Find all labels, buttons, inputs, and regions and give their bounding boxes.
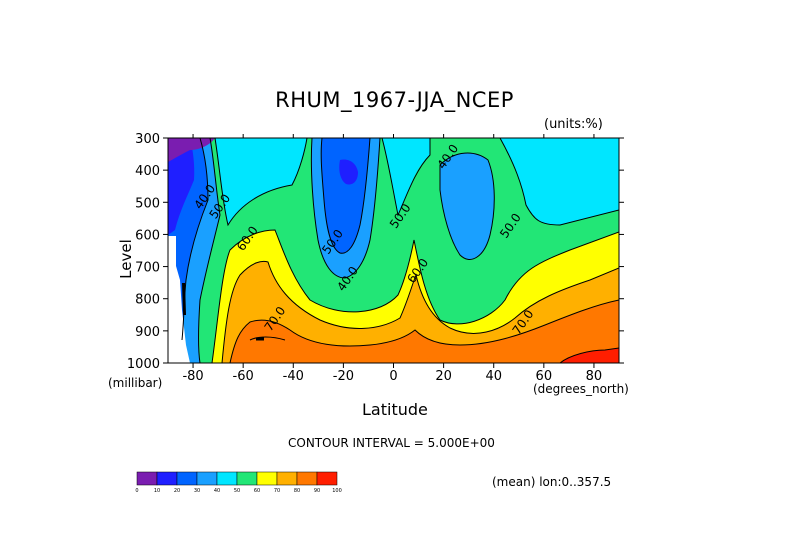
y-tick-label: 900 [135, 325, 160, 340]
contour-60 [211, 229, 619, 363]
colorbar-tick-label: 0 [135, 488, 138, 494]
y-tick-label: 500 [135, 196, 160, 211]
band-90-100 [560, 348, 619, 363]
band-20-30-mid [321, 138, 370, 254]
contour-70 [221, 260, 619, 363]
x-tick-label: 80 [586, 369, 603, 384]
x-tick-label: 20 [435, 369, 452, 384]
units-note: (units:%) [544, 117, 603, 132]
colorbar-swatch [156, 471, 178, 486]
contour-30-mid [320, 138, 371, 254]
colorbar-tick-label: 100 [332, 488, 342, 494]
mean-longitude-note: (mean) lon:0..357.5 [492, 475, 612, 489]
colorbar-tick-label: 80 [294, 488, 300, 494]
colorbar-swatch [216, 471, 238, 486]
band-80-90 [230, 300, 619, 363]
colorbar-tick-label: 30 [194, 488, 200, 494]
contour-50-south [214, 138, 308, 227]
band-10-20-south [168, 138, 195, 235]
x-tick-label: 40 [485, 369, 502, 384]
colorbar-tick-label: 60 [254, 488, 260, 494]
x-axis-label: Latitude [362, 400, 428, 419]
band-10-20-mid [339, 159, 358, 185]
contour-40-north [439, 152, 495, 260]
contour-40-south [198, 138, 221, 363]
contour-50-north [499, 138, 619, 226]
x-tick-label: 60 [536, 369, 553, 384]
colorbar-swatch [136, 471, 158, 486]
band-0-10 [168, 138, 215, 162]
contour-fill-layer [168, 138, 619, 363]
colorbar-tick-label: 20 [174, 488, 180, 494]
colorbar-swatch [276, 471, 298, 486]
colorbar-tick-label: 50 [234, 488, 240, 494]
colorbar-swatch [236, 471, 258, 486]
contour-90-south [249, 336, 286, 341]
colorbar-tick-label: 40 [214, 488, 220, 494]
colorbar-swatch [196, 471, 218, 486]
colorbar-swatch [176, 471, 198, 486]
colorbar-tick-label: 90 [314, 488, 320, 494]
x-tick-label: -20 [333, 369, 354, 384]
y-axis-unit: (millibar) [108, 376, 163, 390]
y-tick-label: 700 [135, 261, 160, 276]
contour-interval-note: CONTOUR INTERVAL = 5.000E+00 [288, 436, 495, 450]
x-tick-label: -40 [283, 369, 304, 384]
x-tick-label: -80 [182, 369, 203, 384]
colorbar: 0 10 20 30 40 50 60 70 80 90 100 [135, 471, 342, 494]
missing-data-wedge [168, 236, 190, 363]
y-tick-label: 800 [135, 293, 160, 308]
y-tick-label: 1000 [127, 357, 160, 372]
colorbar-tick-label: 70 [274, 488, 280, 494]
colorbar-swatch [256, 471, 278, 486]
colorbar-swatch [316, 471, 338, 486]
axes-layer: -80 -60 -40 -20 0 20 40 60 80 300 400 500 600 700 800 9… [127, 132, 624, 384]
y-tick-label: 300 [135, 132, 160, 147]
y-tick-label: 600 [135, 228, 160, 243]
x-axis-unit: (degrees_north) [533, 382, 629, 396]
x-tick-label: -60 [233, 369, 254, 384]
contour-80 [229, 299, 619, 363]
colorbar-swatch [296, 471, 318, 486]
contour-lines [181, 138, 619, 363]
chart-title: RHUM_1967-JJA_NCEP [275, 88, 514, 112]
x-tick-label: 0 [389, 369, 397, 384]
colorbar-tick-label: 10 [154, 488, 160, 494]
contour-90-north [559, 347, 619, 363]
contour-40-mid [310, 138, 381, 279]
band-30-40-north [440, 153, 495, 260]
y-tick-label: 400 [135, 164, 160, 179]
contour-30-south [181, 138, 209, 341]
contour-50-mid [381, 138, 431, 217]
